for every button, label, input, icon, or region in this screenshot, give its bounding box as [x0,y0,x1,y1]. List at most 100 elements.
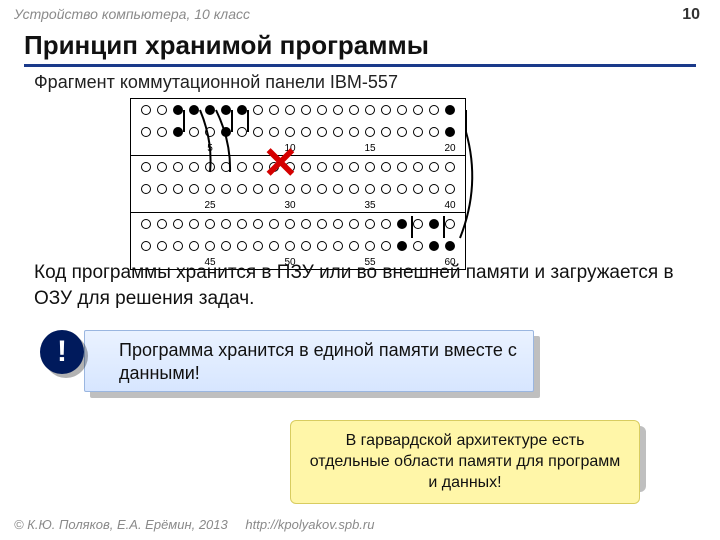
panel-hole [237,184,247,194]
panel-hole [365,219,375,229]
panel-hole [173,105,183,115]
panel-hole [237,162,247,172]
panel-hole [413,127,423,137]
panel-hole [333,219,343,229]
panel-hole [333,127,343,137]
panel-hole [301,219,311,229]
panel-hole [173,241,183,251]
panel-hole [253,127,263,137]
panel-hole [397,184,407,194]
panel-hole [333,162,343,172]
slide-title: Принцип хранимой программы [24,30,429,61]
callout-harvard: В гарвардской архитектуре есть отдельные… [290,420,650,504]
panel-hole [205,105,215,115]
panel-hole [221,241,231,251]
panel-hole [221,105,231,115]
subtitle: Фрагмент коммутационной панели IBM-557 [34,72,398,93]
panel-hole [413,105,423,115]
panel-hole [349,105,359,115]
panel-hole [445,105,455,115]
callout-principle: Программа хранится в единой памяти вмест… [40,330,540,400]
panel-hole [237,219,247,229]
panel-hole [381,105,391,115]
panel-hole [269,105,279,115]
panel-hole [429,241,439,251]
panel-hole [141,127,151,137]
panel-hole [237,127,247,137]
panel-hole [221,219,231,229]
callout-text: Программа хранится в единой памяти вмест… [84,330,534,392]
panel-hole [157,219,167,229]
panel-hole [397,105,407,115]
panel-hole [397,241,407,251]
footer-author: © К.Ю. Поляков, Е.А. Ерёмин, 2013 [14,517,228,532]
panel-hole [333,184,343,194]
body-text: Код программы хранится в ПЗУ или во внеш… [34,260,694,311]
title-rule [24,64,696,67]
panel-hole [189,105,199,115]
panel-hole [429,105,439,115]
panel-hole [253,219,263,229]
panel-hole [173,127,183,137]
panel-hole [301,162,311,172]
panel-hole [317,162,327,172]
panel-hole [157,127,167,137]
panel-col-label: 30 [284,200,295,211]
panel-hole [205,184,215,194]
panel-hole [269,241,279,251]
footer: © К.Ю. Поляков, Е.А. Ерёмин, 2013 http:/… [14,517,374,532]
panel-hole [445,241,455,251]
panel-hole [269,127,279,137]
red-x-icon: ✕ [262,138,299,189]
panel-hole [317,241,327,251]
panel-hole [301,105,311,115]
panel-col-label: 5 [207,143,213,154]
panel-hole [413,219,423,229]
panel-hole [141,219,151,229]
panel-hole [317,105,327,115]
panel-hole [189,241,199,251]
panel-hole [445,184,455,194]
patch-panel: 51015202530354045505560 ✕ [130,98,466,270]
panel-col-label: 40 [444,200,455,211]
panel-hole [157,241,167,251]
panel-hole [349,184,359,194]
panel-hole [285,219,295,229]
panel-hole [429,184,439,194]
panel-hole [205,162,215,172]
panel-hole [381,219,391,229]
panel-hole [413,162,423,172]
panel-hole [317,184,327,194]
panel-hole [285,241,295,251]
panel-col-label: 15 [364,143,375,154]
panel-hole [157,105,167,115]
panel-hole [397,162,407,172]
panel-hole [221,162,231,172]
panel-hole [173,219,183,229]
panel-hole [301,241,311,251]
footer-url: http://kpolyakov.spb.ru [245,517,374,532]
panel-hole [253,241,263,251]
panel-hole [285,105,295,115]
panel-hole [333,241,343,251]
slide-header: Устройство компьютера, 10 класс [14,6,250,22]
panel-hole [189,184,199,194]
panel-hole [141,184,151,194]
panel-hole [365,241,375,251]
panel-hole [269,219,279,229]
panel-hole [189,162,199,172]
panel-hole [205,127,215,137]
panel-hole [317,219,327,229]
panel-hole [349,162,359,172]
panel-hole [157,184,167,194]
panel-hole [429,162,439,172]
panel-hole [445,127,455,137]
panel-hole [365,127,375,137]
panel-hole [205,241,215,251]
panel-hole [381,162,391,172]
exclamation-badge-icon: ! [40,330,84,374]
panel-hole [173,184,183,194]
panel-hole [365,105,375,115]
panel-hole [397,219,407,229]
panel-hole [141,162,151,172]
